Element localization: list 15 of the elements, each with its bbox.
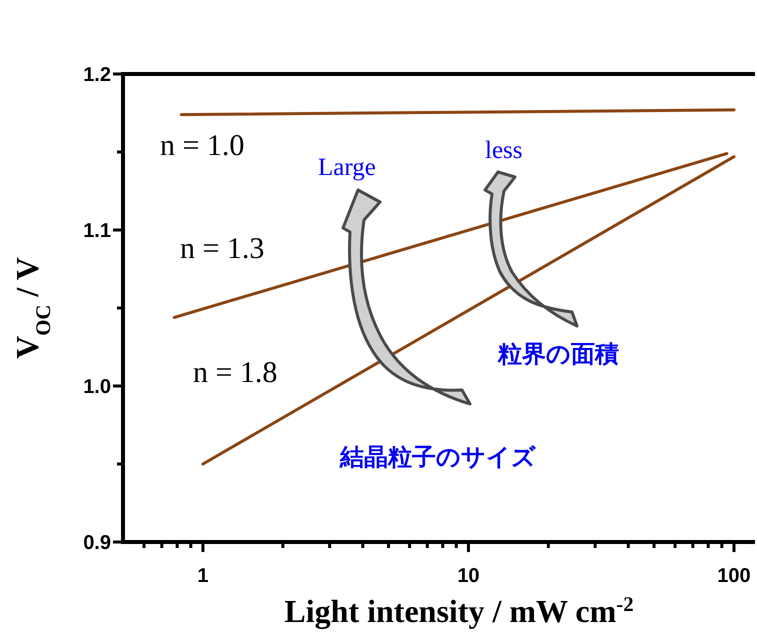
- annotation: less: [485, 137, 522, 164]
- y-tick-label: 1.2: [83, 64, 111, 86]
- y-tick-label: 1.1: [83, 220, 111, 242]
- y-tick-label: 1.0: [83, 376, 111, 398]
- series-label: n = 1.3: [180, 232, 264, 265]
- x-axis-title: Light intensity / mW cm$^{-2}$: [284, 592, 634, 630]
- series-label: n = 1.0: [160, 129, 244, 162]
- series-label: n = 1.8: [193, 356, 278, 389]
- annotation: 粒界の面積: [497, 340, 619, 368]
- x-tick-label: 1: [197, 565, 208, 587]
- annotation: Large: [318, 154, 376, 181]
- y-tick-label: 0.9: [83, 532, 111, 554]
- x-tick-label: 10: [457, 565, 480, 587]
- x-tick-label: 100: [717, 565, 751, 587]
- annotation: 結晶粒子のサイズ: [339, 443, 536, 471]
